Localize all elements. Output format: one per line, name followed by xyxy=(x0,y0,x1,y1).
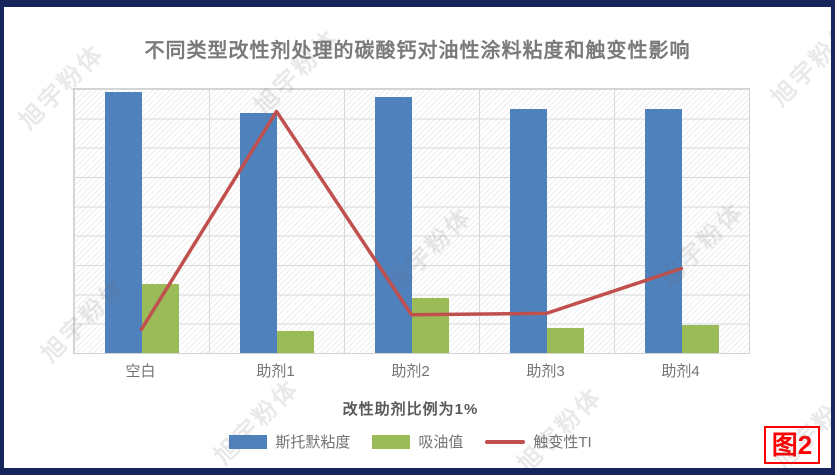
category-label-additive1: 助剂1 xyxy=(256,363,295,380)
bar-viscosity-2 xyxy=(239,112,277,353)
x-axis-label: 改性助剂比例为1% xyxy=(342,401,479,418)
plot-area xyxy=(73,88,750,354)
watermark-text: 旭宇粉体 xyxy=(209,374,305,470)
category-axis: 空白 助剂1 助剂2 助剂3 助剂4 xyxy=(73,360,748,381)
legend-swatch-viscosity xyxy=(229,434,268,449)
legend-item-oil-absorption: 吸油值 xyxy=(372,431,463,452)
bar-oil-absorption-2 xyxy=(276,330,314,353)
legend-label-thixotropy: 触变性TI xyxy=(533,434,592,451)
bar-viscosity-1 xyxy=(104,91,142,353)
category-cell-2 xyxy=(209,89,344,353)
category-cell-5 xyxy=(614,89,749,353)
watermark-text: 旭宇粉体 xyxy=(512,382,608,475)
category-label-blank: 空白 xyxy=(125,363,156,380)
figure-number-badge: 图2 xyxy=(764,426,820,464)
line-layer xyxy=(139,109,684,331)
legend-item-thixotropy: 触变性TI xyxy=(485,431,592,452)
bar-oil-absorption-5 xyxy=(681,325,719,353)
legend-item-viscosity: 斯托默粘度 xyxy=(229,431,350,452)
legend-label-oil-absorption: 吸油值 xyxy=(418,434,464,451)
category-label-additive2: 助剂2 xyxy=(391,363,430,380)
category-cell-3 xyxy=(344,89,479,353)
legend-label-viscosity: 斯托默粘度 xyxy=(275,434,351,451)
category-label-additive4: 助剂4 xyxy=(661,363,700,380)
chart-title: 不同类型改性剂处理的碳酸钙对油性涂料粘度和触变性影响 xyxy=(144,40,691,62)
bar-oil-absorption-3 xyxy=(411,297,449,353)
bar-viscosity-3 xyxy=(374,96,412,353)
legend-swatch-oil-absorption xyxy=(372,434,411,449)
thixotropy-line xyxy=(139,109,684,331)
bar-viscosity-5 xyxy=(644,108,682,353)
category-cell-1 xyxy=(74,89,209,353)
category-label-additive3: 助剂3 xyxy=(526,363,565,380)
legend: 斯托默粘度 吸油值 触变性TI xyxy=(73,431,748,452)
bar-oil-absorption-4 xyxy=(546,327,584,353)
legend-swatch-thixotropy-line xyxy=(485,439,526,444)
